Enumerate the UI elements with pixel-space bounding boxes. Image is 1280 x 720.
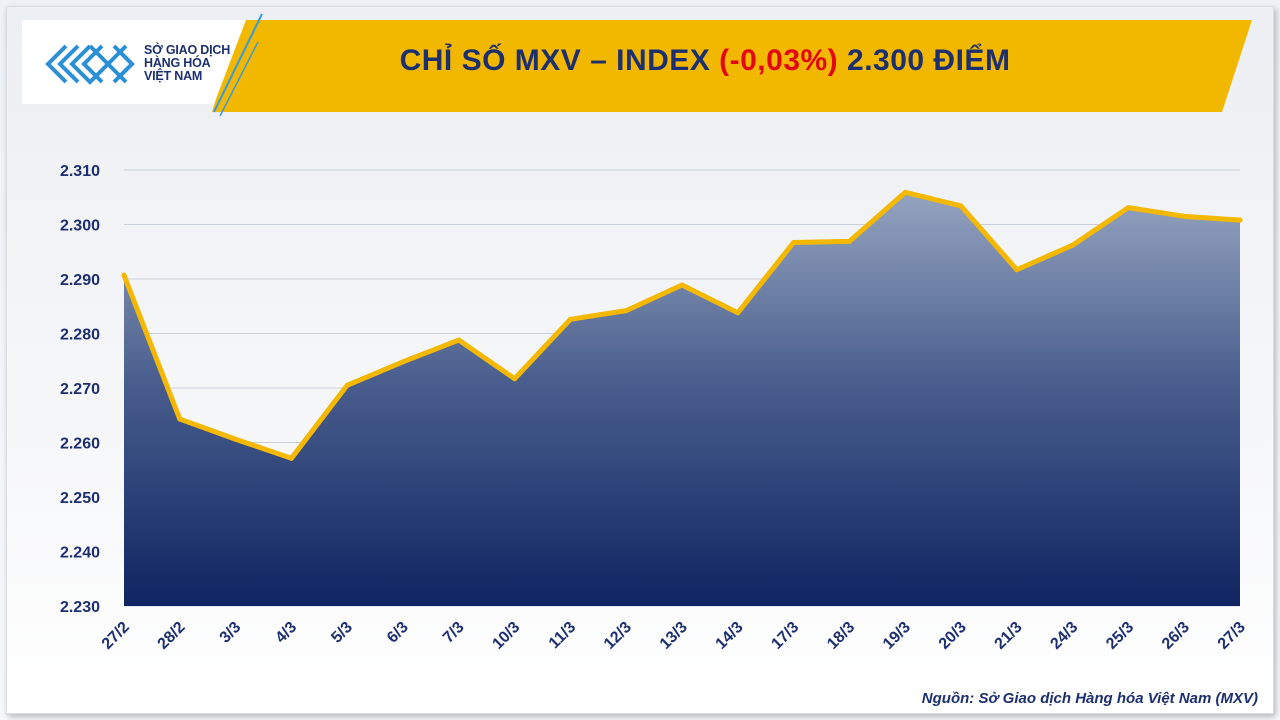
data-point xyxy=(791,239,797,245)
data-point xyxy=(1125,205,1131,211)
x-tick-label: 4/3 xyxy=(272,619,300,647)
x-tick-label: 17/3 xyxy=(768,619,802,653)
y-tick-label: 2.250 xyxy=(60,490,100,507)
y-tick-label: 2.270 xyxy=(60,381,100,398)
x-tick-label: 7/3 xyxy=(440,619,468,647)
y-tick-label: 2.290 xyxy=(60,272,100,289)
x-tick-label: 19/3 xyxy=(880,619,914,653)
logo-panel xyxy=(22,20,246,104)
y-tick-label: 2.280 xyxy=(60,327,100,344)
logo-accent-line-2 xyxy=(219,41,259,117)
data-point xyxy=(958,203,964,209)
logo-line-3: VIỆT NAM xyxy=(144,69,203,83)
x-tick-label: 10/3 xyxy=(489,619,523,653)
x-tick-label: 12/3 xyxy=(601,619,635,653)
banner-bar xyxy=(212,20,1252,112)
page-title: CHỈ SỐ MXV – INDEX (-0,03%) 2.300 ĐIỂM xyxy=(230,44,1180,78)
data-point xyxy=(177,416,183,422)
title-prefix: CHỈ SỐ MXV – INDEX xyxy=(399,44,720,77)
y-tick-label: 2.260 xyxy=(60,436,100,453)
logo-line-1: SỞ GIAO DỊCH xyxy=(144,43,231,57)
x-tick-label: 27/2 xyxy=(99,619,133,653)
x-tick-label: 27/3 xyxy=(1215,619,1249,653)
data-point xyxy=(121,272,127,278)
series-line xyxy=(121,189,1243,461)
title-suffix: 2.300 ĐIỂM xyxy=(838,44,1011,77)
data-point xyxy=(233,436,239,442)
y-axis-ticks: 2.230 2.240 2.250 2.260 2.270 2.280 2.290 2.300… xyxy=(60,163,100,616)
x-tick-label: 5/3 xyxy=(328,619,356,647)
area-series xyxy=(124,192,1240,606)
data-point xyxy=(902,189,908,195)
x-tick-label: 28/2 xyxy=(155,619,189,653)
title-banner xyxy=(22,13,1252,117)
x-tick-label: 24/3 xyxy=(1047,619,1081,653)
data-point xyxy=(846,238,852,244)
y-tick-label: 2.240 xyxy=(60,545,100,562)
data-point xyxy=(1070,242,1076,248)
logo-accent-line-1 xyxy=(213,13,263,113)
data-point xyxy=(1237,217,1243,223)
data-point xyxy=(400,359,406,365)
logo-icon xyxy=(45,44,135,85)
x-tick-label: 26/3 xyxy=(1159,619,1193,653)
x-tick-label: 13/3 xyxy=(657,619,691,653)
x-tick-label: 11/3 xyxy=(546,619,579,652)
title-change-percent: (-0,03%) xyxy=(719,44,839,77)
logo-line-2: HÀNG HÓA xyxy=(144,56,211,70)
y-tick-label: 2.300 xyxy=(60,218,100,235)
data-point xyxy=(679,282,685,288)
source-note: Nguồn: Sở Giao dịch Hàng hóa Việt Nam (M… xyxy=(921,690,1258,707)
data-point xyxy=(623,308,629,314)
data-point xyxy=(344,382,350,388)
x-axis-ticks: 27/2 28/2 3/3 4/3 5/3 6/3 7/3 10/3 11/3 12/3 13/3 1… xyxy=(99,619,1249,653)
data-point xyxy=(456,337,462,343)
x-tick-label: 6/3 xyxy=(384,619,412,647)
x-tick-label: 20/3 xyxy=(936,619,970,653)
x-tick-label: 14/3 xyxy=(713,619,747,653)
data-point xyxy=(567,316,573,322)
x-tick-label: 21/3 xyxy=(992,619,1026,653)
logo-text: SỞ GIAO DỊCH HÀNG HÓA VIỆT NAM xyxy=(144,44,230,83)
area-fill xyxy=(124,192,1240,606)
data-point xyxy=(288,455,294,461)
data-point xyxy=(735,310,741,316)
x-tick-label: 3/3 xyxy=(217,619,245,647)
y-tick-label: 2.310 xyxy=(60,163,100,180)
y-tick-label: 2.230 xyxy=(60,599,100,616)
x-tick-label: 18/3 xyxy=(824,619,858,653)
data-point xyxy=(1181,213,1187,219)
data-point xyxy=(1014,267,1020,273)
x-tick-label: 25/3 xyxy=(1103,619,1137,653)
data-point xyxy=(512,376,518,382)
